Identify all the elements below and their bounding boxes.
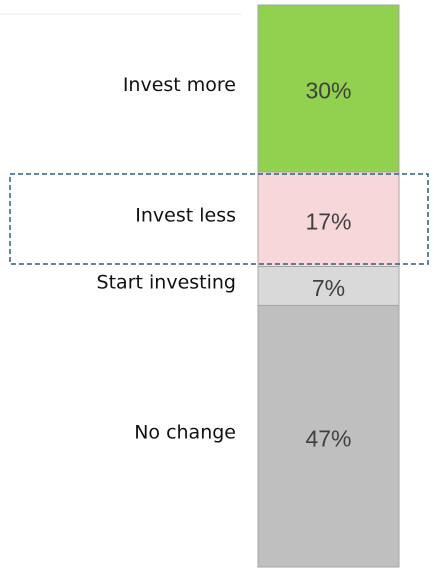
bar-segment — [257, 304, 400, 568]
highlight-box — [9, 173, 429, 265]
category-label: No change — [134, 422, 236, 444]
value-label: 47% — [305, 425, 351, 451]
category-label: Invest more — [123, 74, 236, 96]
category-label: Start investing — [97, 272, 236, 294]
bar-segment — [257, 171, 400, 268]
value-label: 30% — [305, 78, 351, 104]
value-label: 7% — [312, 275, 345, 301]
value-label: 17% — [305, 208, 351, 234]
category-label: Invest less — [135, 205, 236, 227]
